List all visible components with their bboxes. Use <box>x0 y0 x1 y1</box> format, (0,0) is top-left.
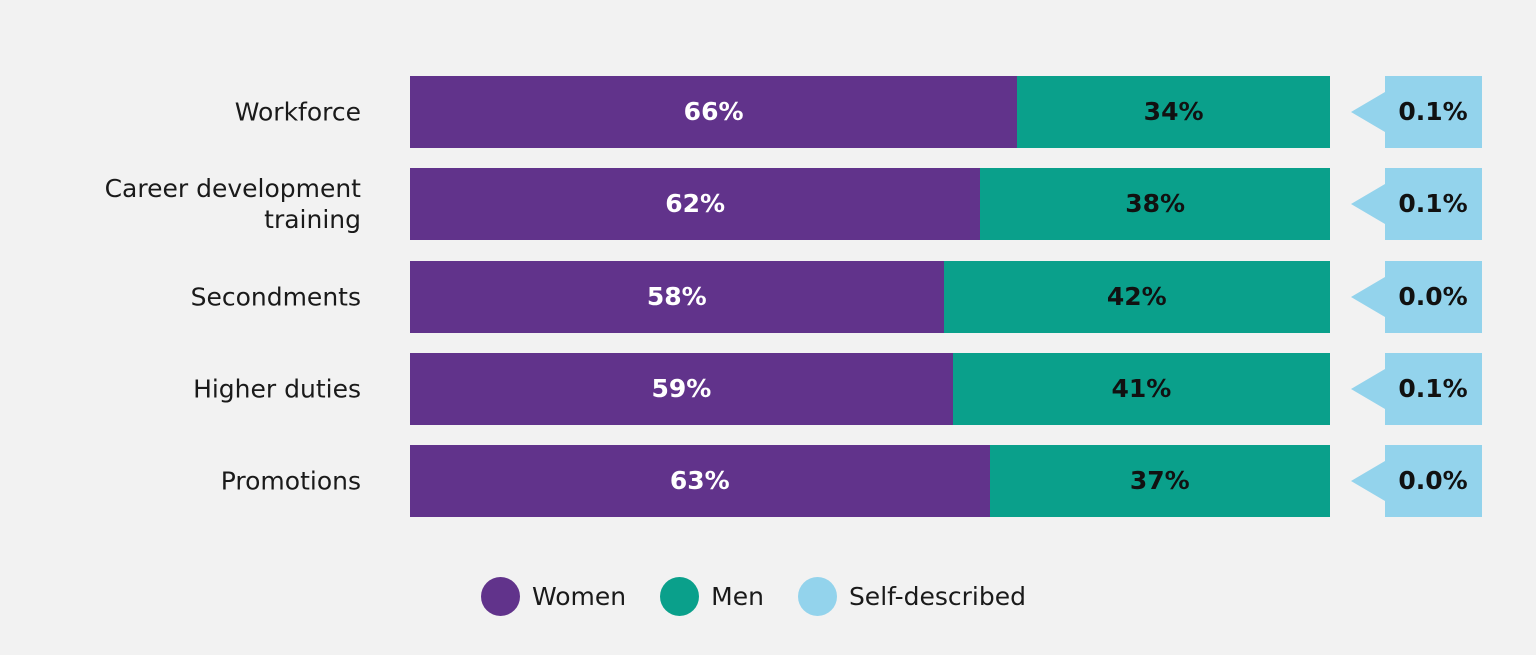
category-label-line: Higher duties <box>193 374 361 404</box>
self-described-callout: 0.1% <box>1351 353 1482 425</box>
legend-label: Women <box>532 581 627 611</box>
bar-segment-women <box>410 353 953 425</box>
bar-segment-women <box>410 168 981 240</box>
callout-shape <box>1351 168 1482 240</box>
bar-segment-women <box>410 445 990 517</box>
data-label: 41% <box>1111 374 1172 403</box>
legend-swatch <box>481 576 520 616</box>
bar-segment-men <box>1017 76 1330 148</box>
data-label: 0.0% <box>1398 282 1468 311</box>
self-described-callout: 0.1% <box>1351 168 1482 240</box>
legend-swatch <box>660 576 700 616</box>
data-label: 0.1% <box>1398 374 1468 403</box>
self-described-callout: 0.0% <box>1351 261 1482 333</box>
self-described-callout: 0.0% <box>1351 445 1482 517</box>
category-label: Workforce <box>31 97 361 128</box>
category-label: Secondments <box>31 282 361 313</box>
category-label-line: Promotions <box>220 466 361 496</box>
legend-label: Self-described <box>848 581 1026 611</box>
category-label-line: training <box>264 205 361 234</box>
callout-shape <box>1351 445 1482 517</box>
category-label-line: Secondments <box>190 282 361 312</box>
category-label: Higher duties <box>31 374 361 405</box>
legend-swatch <box>797 576 837 616</box>
data-label: 58% <box>646 282 707 311</box>
legend-item: Women <box>481 576 627 616</box>
category-label: Promotions <box>31 466 361 497</box>
data-label: 0.0% <box>1398 466 1468 495</box>
callout-shape <box>1351 261 1482 333</box>
data-label: 63% <box>669 466 730 495</box>
category-label-line: Workforce <box>234 97 361 127</box>
bar-segment-women <box>410 76 1018 148</box>
chart-legend: Women Men Self-described <box>481 576 1060 616</box>
data-label: 66% <box>683 97 744 126</box>
data-label: 0.1% <box>1398 189 1468 218</box>
data-label: 38% <box>1125 189 1186 218</box>
category-label: Career development training <box>31 173 361 235</box>
data-label: 59% <box>651 374 712 403</box>
data-label: 42% <box>1106 282 1167 311</box>
bar-segment-women <box>410 261 944 333</box>
data-label: 0.1% <box>1398 97 1468 126</box>
data-label: 62% <box>665 189 726 218</box>
data-label: 34% <box>1143 97 1204 126</box>
bar-segment-men <box>943 261 1330 333</box>
data-label: 37% <box>1129 466 1190 495</box>
callout-shape <box>1351 353 1482 425</box>
legend-label: Men <box>711 581 764 611</box>
legend-item: Self-described <box>797 576 1026 616</box>
category-label-line: Career development <box>104 174 361 203</box>
bar-segment-men <box>952 353 1330 425</box>
legend-item: Men <box>660 576 764 616</box>
self-described-callout: 0.1% <box>1351 76 1482 148</box>
callout-shape <box>1351 76 1482 148</box>
bar-segment-men <box>989 445 1330 517</box>
bar-segment-men <box>980 168 1330 240</box>
